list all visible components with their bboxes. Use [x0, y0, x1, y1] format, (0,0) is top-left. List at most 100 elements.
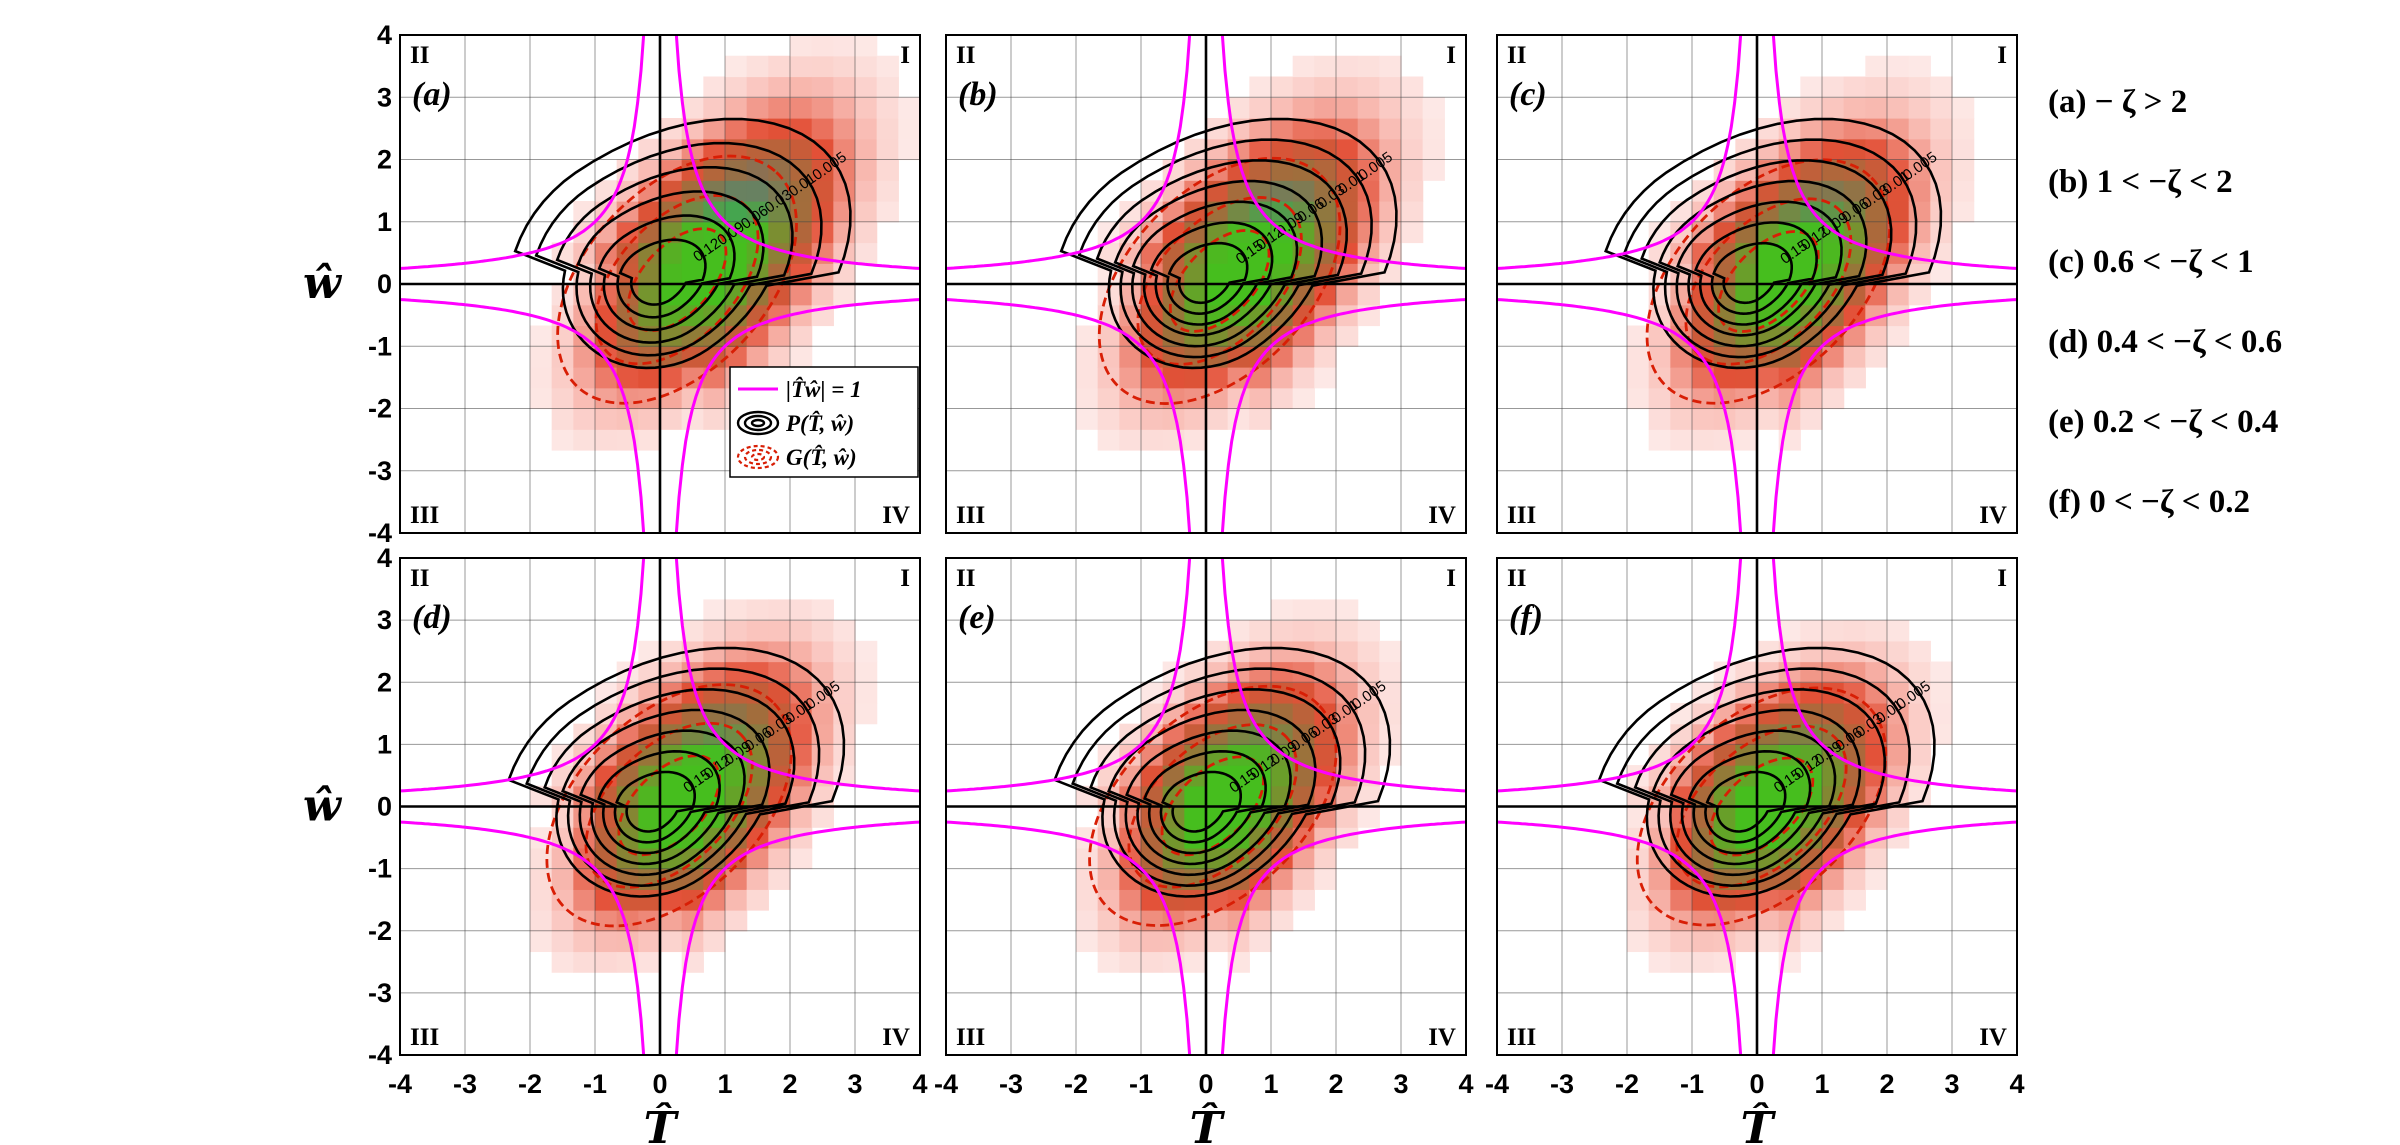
heatmap-cell — [1670, 429, 1693, 451]
heatmap-cell — [1401, 201, 1424, 223]
heatmap-cell — [1908, 284, 1931, 306]
heatmap-cell — [746, 304, 769, 327]
quadrant-label-I: I — [1997, 565, 2007, 592]
heatmap-cell — [855, 242, 878, 264]
heatmap-cell — [703, 930, 726, 953]
heatmap-cell — [660, 221, 683, 244]
heatmap-cell — [768, 847, 791, 870]
heatmap-cell — [1800, 221, 1823, 244]
heatmap-cell — [1908, 55, 1931, 78]
heatmap-cell — [1822, 620, 1845, 642]
heatmap-cell — [768, 55, 791, 78]
heatmap-cell — [1908, 661, 1931, 683]
heatmap-cell — [1822, 97, 1845, 119]
heatmap-cell — [1249, 367, 1272, 389]
heatmap-cell — [1141, 910, 1164, 932]
hyperbola-branch — [674, 35, 920, 270]
heatmap-cell — [746, 599, 769, 621]
heatmap-cell — [681, 97, 704, 119]
heatmap-cell — [638, 180, 661, 202]
heatmap-cell — [725, 346, 748, 368]
heatmap-cell — [1357, 620, 1380, 642]
gauss-contour — [556, 154, 798, 405]
heatmap-cell — [1692, 951, 1715, 973]
heatmap-cell — [551, 910, 574, 932]
heatmap-cell — [1692, 408, 1715, 430]
heatmap-cell — [551, 387, 574, 410]
condition-text-a: (a) − ζ > 2 — [2048, 84, 2187, 120]
heatmap-cell — [1930, 661, 1953, 683]
heatmap-cell — [1648, 930, 1671, 953]
heatmap-cell — [1292, 367, 1315, 389]
heatmap-cell — [1627, 325, 1650, 347]
heatmap-cell — [790, 661, 813, 683]
heatmap-cell — [790, 723, 813, 745]
heatmap-cell — [1379, 159, 1402, 181]
heatmap-cell — [551, 429, 574, 451]
heatmap-cell — [1865, 138, 1888, 161]
heatmap-cell — [703, 387, 726, 410]
heatmap-cell — [1206, 910, 1229, 932]
heatmap-cell — [1843, 367, 1866, 389]
legend-box: |T̂ŵ| = 1 P(T̂, ŵ) G(T̂, ŵ) — [729, 366, 919, 478]
x-tick-label: 2 — [1879, 1069, 1894, 1099]
heatmap-cell — [1097, 346, 1120, 368]
heatmap-cell — [811, 35, 834, 57]
gauss-contour — [584, 721, 754, 889]
heatmap-cell — [1757, 304, 1780, 327]
heatmap-cell — [1119, 868, 1142, 890]
pdf-contour — [1161, 770, 1242, 833]
hyperbola-branch — [400, 35, 646, 270]
heatmap-cell — [1076, 387, 1099, 410]
heatmap-cell — [681, 201, 704, 223]
heatmap-cell — [681, 930, 704, 953]
heatmap-cell — [790, 847, 813, 870]
hyperbola-branch — [1497, 35, 1743, 270]
heatmap-cell — [1119, 910, 1142, 932]
heatmap-cell — [1076, 889, 1099, 911]
heatmap-cell — [551, 889, 574, 911]
heatmap-cell — [790, 806, 813, 828]
heatmap-cell — [1097, 325, 1120, 347]
heatmap-cell — [1908, 97, 1931, 119]
heatmap-cell — [681, 661, 704, 683]
hyperbola-branch — [400, 820, 646, 1055]
heatmap-cell — [1314, 620, 1337, 642]
heatmap-cell — [1292, 118, 1315, 140]
heatmap-cell — [595, 702, 618, 725]
y-tick-label: 2 — [377, 145, 392, 175]
heatmap-cell — [1076, 346, 1099, 368]
heatmap-cell — [681, 723, 704, 745]
gauss-contour — [626, 227, 728, 332]
heatmap-cell — [855, 35, 878, 57]
heatmap-cell — [725, 868, 748, 890]
x-tick-label: -2 — [1615, 1069, 1639, 1099]
heatmap-cell — [1822, 661, 1845, 683]
heatmap-cell — [638, 930, 661, 953]
heatmap-cell — [573, 304, 596, 327]
heatmap-cell — [551, 951, 574, 973]
quadrant-label-III: III — [410, 1024, 439, 1051]
heatmap-cell — [681, 785, 704, 808]
heatmap-cell — [1097, 242, 1120, 264]
quadrant-label-IV: IV — [882, 1024, 910, 1051]
heatmap-cell — [768, 868, 791, 890]
heatmap-cell — [1822, 889, 1845, 911]
heatmap-cell — [1097, 408, 1120, 430]
heatmap-cell — [638, 284, 661, 306]
heatmap-cell — [1422, 159, 1445, 181]
x-tick-label: 3 — [1393, 1069, 1408, 1099]
heatmap-cell — [1141, 889, 1164, 911]
legend-swatch-gauss — [736, 444, 780, 470]
y-tick-label: -3 — [368, 978, 392, 1008]
heatmap-cell — [1822, 387, 1845, 410]
heatmap-cell — [811, 640, 834, 663]
heatmap-f — [1627, 620, 1953, 973]
quadrant-label-IV: IV — [1979, 1024, 2007, 1051]
heatmap-cell — [551, 930, 574, 953]
heatmap-cell — [530, 367, 553, 389]
heatmap-cell — [1206, 138, 1229, 161]
panel-frame — [945, 557, 1467, 1056]
heatmap-cell — [1887, 118, 1910, 140]
heatmap-cell — [681, 367, 704, 389]
